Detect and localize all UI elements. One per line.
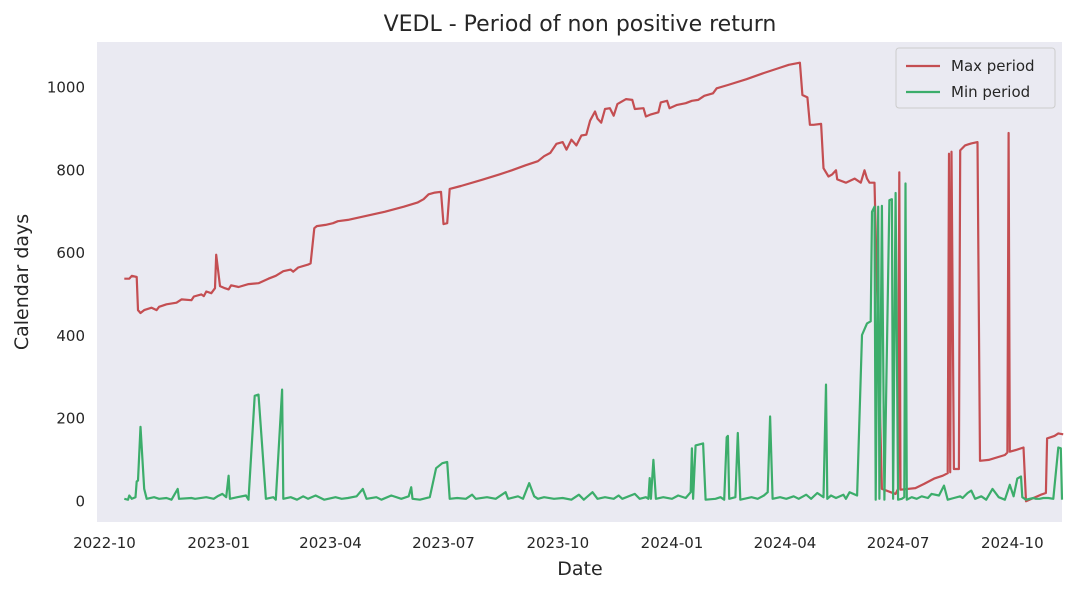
- y-tick-label: 600: [56, 244, 85, 262]
- x-tick-label: 2023-04: [299, 534, 362, 552]
- x-tick-label: 2023-10: [526, 534, 589, 552]
- x-tick-label: 2024-04: [754, 534, 817, 552]
- y-axis: 0 200 400 600 800 1000: [47, 79, 85, 511]
- x-tick-label: 2024-01: [641, 534, 704, 552]
- y-axis-label: Calendar days: [11, 214, 33, 350]
- chart-title: VEDL - Period of non positive return: [384, 12, 777, 37]
- x-axis: 2022-10 2023-01 2023-04 2023-07 2023-10 2024-…: [73, 534, 1043, 552]
- legend: Max period Min period: [895, 47, 1056, 109]
- legend-label-min-period: Min period: [951, 83, 1030, 101]
- x-tick-label: 2024-10: [981, 534, 1044, 552]
- y-tick-label: 1000: [47, 79, 85, 97]
- x-tick-label: 2024-07: [867, 534, 930, 552]
- series-line-max-period: [124, 61, 1064, 503]
- y-tick-label: 400: [56, 327, 85, 345]
- plot-area: [97, 42, 1062, 522]
- legend-label-max-period: Max period: [951, 57, 1035, 75]
- series-line-min-period: [124, 182, 1064, 501]
- series-lines: [124, 61, 1064, 503]
- y-tick-label: 800: [56, 161, 85, 179]
- y-tick-label: 200: [56, 410, 85, 428]
- x-tick-label: 2022-10: [73, 534, 136, 552]
- x-tick-label: 2023-07: [412, 534, 475, 552]
- x-axis-label: Date: [557, 558, 602, 580]
- x-tick-label: 2023-01: [187, 534, 250, 552]
- y-tick-label: 0: [75, 492, 85, 510]
